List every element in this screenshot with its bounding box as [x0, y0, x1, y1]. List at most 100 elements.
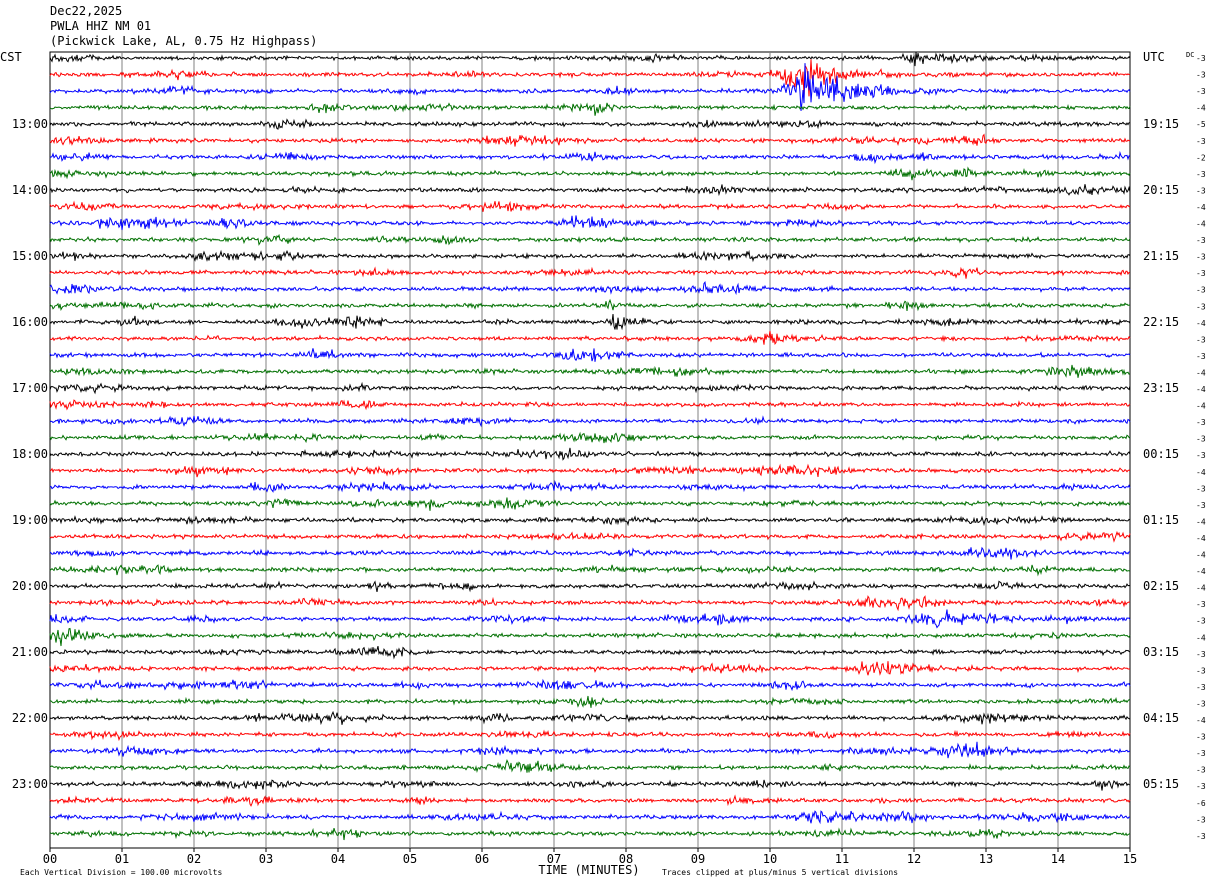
dc-offset-label: -4: [1196, 534, 1206, 543]
dc-offset-label: -3: [1196, 600, 1206, 609]
trace-line-14: [49, 266, 1131, 279]
trace-line-39: [49, 678, 1131, 692]
trace-line-20: [49, 364, 1131, 378]
trace-line-38: [49, 661, 1131, 676]
trace-line-36: [49, 627, 1131, 647]
cst-hour-label: 16:00: [12, 315, 48, 329]
x-tick-label: 14: [1051, 852, 1065, 866]
trace-line-30: [49, 530, 1131, 543]
dc-offset-label: -4: [1196, 220, 1206, 229]
trace-line-45: [49, 779, 1131, 791]
trace-line-21: [49, 381, 1131, 395]
trace-line-37: [49, 645, 1131, 660]
utc-hour-label: 04:15: [1143, 711, 1179, 725]
dc-offset-label: -6: [1196, 799, 1206, 808]
dc-offset-label: -4: [1196, 551, 1206, 560]
utc-hour-label: 19:15: [1143, 117, 1179, 131]
trace-line-17: [49, 313, 1131, 331]
dc-offset-label: -3: [1196, 335, 1206, 344]
dc-offset-label: -4: [1196, 203, 1206, 212]
dc-offset-label: -4: [1196, 716, 1206, 725]
plot-frame: [49, 51, 1131, 849]
trace-line-7: [49, 150, 1131, 165]
trace-line-19: [49, 348, 1131, 362]
x-tick-label: 13: [979, 852, 993, 866]
dc-offset-label: -4: [1196, 584, 1206, 593]
dc-offset-label: -3: [1196, 87, 1206, 96]
dc-offset-label: -3: [1196, 484, 1206, 493]
dc-offset-label: -3: [1196, 186, 1206, 195]
dc-offset-label: -3: [1196, 418, 1206, 427]
station-location: (Pickwick Lake, AL, 0.75 Hz Highpass): [50, 34, 318, 48]
trace-line-4: [49, 102, 1131, 116]
dc-offset-label: -3: [1196, 815, 1206, 824]
utc-hour-label: 20:15: [1143, 183, 1179, 197]
dc-offset-label: -4: [1196, 402, 1206, 411]
trace-line-35: [49, 609, 1131, 629]
utc-hour-label: 21:15: [1143, 249, 1179, 263]
trace-line-16: [49, 298, 1130, 312]
x-tick-label: 03: [259, 852, 273, 866]
x-tick-label: 05: [403, 852, 417, 866]
trace-line-34: [49, 595, 1131, 612]
utc-hour-label: 05:15: [1143, 777, 1179, 791]
trace-line-1: [49, 52, 1131, 67]
dc-offset-label: -3: [1196, 683, 1206, 692]
utc-hour-label: 00:15: [1143, 447, 1179, 461]
trace-line-32: [49, 564, 1131, 577]
dc-offset-label: -4: [1196, 104, 1206, 113]
cst-hour-label: 15:00: [12, 249, 48, 263]
dc-offset-label: -4: [1196, 368, 1206, 377]
dc-offset-label: -3: [1196, 749, 1206, 758]
dc-offset-label: -3: [1196, 137, 1206, 146]
utc-timezone-label: UTC: [1143, 50, 1165, 64]
trace-line-48: [49, 827, 1131, 841]
trace-line-33: [49, 580, 1131, 593]
dc-offset-label: -3: [1196, 733, 1206, 742]
trace-line-11: [49, 215, 1131, 231]
trace-line-26: [49, 463, 1131, 478]
dc-offset-label: -3: [1196, 832, 1206, 841]
dc-offset-label: -3: [1196, 170, 1206, 179]
cst-hour-label: 19:00: [12, 513, 48, 527]
dc-offset-label: -4: [1196, 567, 1206, 576]
trace-line-23: [49, 415, 1131, 428]
dc-offset-label: -4: [1196, 319, 1206, 328]
dc-offset-label: -3: [1196, 650, 1206, 659]
trace-line-44: [49, 758, 1131, 774]
trace-line-42: [49, 729, 1131, 742]
dc-offset-label: -3: [1196, 666, 1206, 675]
x-tick-label: 12: [907, 852, 921, 866]
utc-hour-label: 01:15: [1143, 513, 1179, 527]
x-tick-label: 15: [1123, 852, 1137, 866]
utc-hour-label: 02:15: [1143, 579, 1179, 593]
trace-line-2: [49, 59, 1131, 99]
station-id: PWLA HHZ NM 01: [50, 19, 152, 33]
dc-offset-label: -3: [1196, 699, 1206, 708]
trace-line-27: [49, 480, 1131, 493]
dc-offset-label: -3: [1196, 302, 1206, 311]
record-date: Dec22,2025: [50, 4, 123, 18]
x-tick-label: 09: [691, 852, 705, 866]
x-tick-label: 08: [619, 852, 633, 866]
trace-line-25: [49, 447, 1131, 461]
dc-offset-label: -3: [1196, 236, 1206, 245]
cst-hour-label: 14:00: [12, 183, 48, 197]
utc-hour-label: 03:15: [1143, 645, 1179, 659]
x-tick-label: 02: [187, 852, 201, 866]
dc-offset-label: -3: [1196, 352, 1206, 361]
trace-line-3: [49, 63, 1131, 111]
cst-hour-label: 17:00: [12, 381, 48, 395]
cst-hour-label: 22:00: [12, 711, 48, 725]
cst-timezone-label: CST: [0, 50, 22, 64]
trace-line-12: [49, 233, 1131, 246]
x-tick-label: 11: [835, 852, 849, 866]
trace-line-22: [49, 399, 1131, 411]
dc-offset-label: -3: [1196, 782, 1206, 791]
trace-line-5: [49, 118, 1131, 130]
trace-line-13: [49, 249, 1131, 263]
cst-hour-label: 13:00: [12, 117, 48, 131]
x-tick-label: 06: [475, 852, 489, 866]
